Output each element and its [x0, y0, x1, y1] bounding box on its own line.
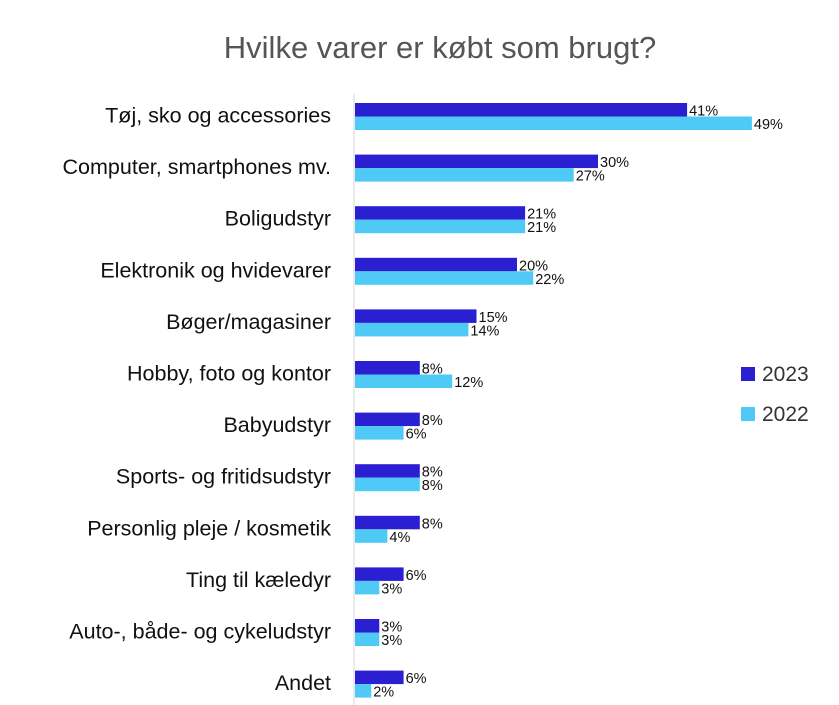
data-label-2023-7: 8%: [422, 465, 443, 481]
data-label-2022-11: 2%: [373, 685, 394, 701]
category-label: Auto-, både- og cykeludstyr: [69, 620, 331, 644]
bar-2022-0: [355, 116, 752, 130]
data-label-2023-9: 6%: [406, 568, 427, 584]
data-label-2022-4: 14%: [470, 323, 499, 339]
data-label-2022-9: 3%: [381, 581, 402, 597]
bar-2022-5: [355, 374, 453, 388]
data-label-2022-2: 21%: [527, 220, 556, 236]
category-label: Babyudstyr: [223, 413, 331, 437]
bar-2022-2: [355, 219, 526, 234]
bar-2023-1: [355, 154, 598, 169]
bar-2023-0: [355, 103, 688, 117]
data-label-2023-2: 21%: [527, 207, 556, 223]
category-label: Personlig pleje / kosmetik: [87, 516, 331, 540]
data-label-2023-8: 8%: [422, 516, 443, 532]
category-label: Tøj, sko og accessories: [105, 104, 331, 128]
data-label-2022-7: 8%: [422, 478, 443, 494]
bar-2023-4: [355, 309, 477, 323]
category-label: Elektronik og hvidevarer: [100, 258, 331, 282]
bar-2023-10: [355, 619, 380, 633]
data-label-2023-11: 6%: [406, 671, 427, 687]
category-label: Computer, smartphones mv.: [63, 155, 331, 179]
bar-2023-5: [355, 361, 420, 375]
data-label-2022-6: 6%: [406, 427, 427, 443]
legend-label-2023: 2023: [762, 363, 809, 386]
data-label-2023-4: 15%: [479, 310, 508, 326]
data-label-2022-0: 49%: [754, 117, 783, 133]
chart-title: Hvilke varer er købt som brugt?: [224, 30, 656, 65]
data-label-2023-3: 20%: [519, 258, 548, 274]
bar-2023-6: [355, 412, 420, 427]
bar-2023-7: [355, 464, 420, 478]
bar-2022-6: [355, 426, 404, 440]
bar-2023-8: [355, 515, 420, 530]
category-label: Boligudstyr: [225, 207, 331, 231]
data-label-2023-5: 8%: [422, 362, 443, 378]
category-label: Hobby, foto og kontor: [127, 362, 331, 386]
data-label-2022-3: 22%: [535, 272, 564, 288]
data-label-2023-6: 8%: [422, 413, 443, 429]
bar-2022-7: [355, 477, 420, 492]
data-label-2022-5: 12%: [454, 375, 483, 391]
bar-2022-3: [355, 271, 534, 285]
bar-2022-11: [355, 684, 372, 698]
bar-2022-9: [355, 580, 380, 595]
category-label: Ting til kæledyr: [186, 568, 331, 592]
category-label: Bøger/magasiner: [166, 310, 331, 334]
category-label: Andet: [275, 671, 331, 695]
legend: 2023 2022: [741, 363, 809, 426]
bar-2022-10: [355, 632, 380, 646]
data-label-2022-1: 27%: [576, 169, 605, 185]
bars-layer: 41%49%30%27%21%21%20%22%15%14%8%12%8%6%8…: [355, 103, 783, 701]
bar-2023-2: [355, 206, 526, 220]
bar-2022-1: [355, 168, 574, 182]
legend-label-2022: 2022: [762, 403, 809, 426]
category-label: Sports- og fritidsudstyr: [116, 465, 331, 489]
legend-swatch-2023: [741, 367, 755, 381]
bar-2023-3: [355, 257, 517, 272]
bar-2023-9: [355, 567, 404, 581]
data-label-2022-10: 3%: [381, 633, 402, 649]
data-label-2022-8: 4%: [389, 530, 410, 546]
data-label-2023-0: 41%: [689, 104, 718, 120]
bar-2023-11: [355, 670, 404, 685]
bar-2022-4: [355, 322, 469, 337]
bar-2022-8: [355, 529, 388, 543]
data-label-2023-10: 3%: [381, 620, 402, 636]
data-label-2023-1: 30%: [600, 155, 629, 171]
category-labels: Tøj, sko og accessories Computer, smartph…: [63, 104, 332, 696]
legend-swatch-2022: [741, 407, 755, 421]
